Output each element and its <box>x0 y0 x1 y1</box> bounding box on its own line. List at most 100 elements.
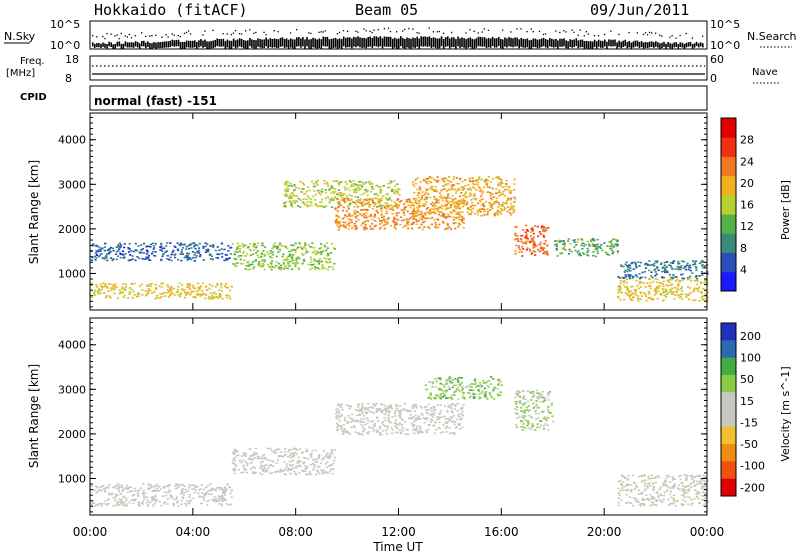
nsky-bar <box>651 41 653 47</box>
power-cell <box>644 267 648 269</box>
power-cell <box>350 221 353 224</box>
nsky-bar <box>669 43 671 49</box>
velocity-cell <box>431 416 434 418</box>
power-cell <box>394 192 397 195</box>
nsky-bar <box>587 41 590 49</box>
power-cell <box>290 250 293 252</box>
velocity-cell <box>218 486 221 489</box>
power-cell <box>411 211 414 213</box>
power-cell <box>102 282 105 285</box>
velocity-cell <box>522 417 525 419</box>
power-cell <box>417 199 420 202</box>
power-cell <box>357 186 360 188</box>
power-cell <box>495 188 498 190</box>
power-cell <box>339 195 342 197</box>
power-cell <box>290 268 294 270</box>
velocity-cell <box>304 473 307 476</box>
power-cell <box>310 204 313 207</box>
velocity-cell <box>537 396 540 398</box>
velocity-cell <box>538 426 541 429</box>
power-cell <box>576 241 579 243</box>
velocity-cell <box>194 486 197 488</box>
velocity-cell <box>652 487 655 489</box>
velocity-cell <box>453 391 456 393</box>
power-cell <box>128 243 131 245</box>
power-cell <box>199 285 202 287</box>
power-cell <box>471 186 474 189</box>
velocity-region-3 <box>424 376 503 400</box>
velocity-cell <box>441 396 444 398</box>
nsky-bar <box>534 38 537 48</box>
power-cell <box>681 273 684 276</box>
power-cell <box>369 190 372 193</box>
velocity-cell <box>393 412 397 415</box>
velocity-cell <box>222 490 225 493</box>
power-cell <box>677 262 680 265</box>
nsky-bar <box>618 40 620 48</box>
velocity-cell <box>415 419 418 422</box>
power-cell <box>271 260 274 262</box>
velocity-cell <box>244 461 247 463</box>
velocity-cell <box>228 486 231 488</box>
power-cell <box>457 207 460 209</box>
power-cell <box>461 189 465 191</box>
velocity-cell <box>401 426 404 429</box>
power-cell <box>629 294 633 296</box>
velocity-cell <box>264 464 267 466</box>
power-cell <box>461 194 465 197</box>
power-cell <box>611 243 614 246</box>
power-cell <box>617 291 620 294</box>
power-cell <box>355 184 358 186</box>
power-cell <box>97 255 100 258</box>
power-cell <box>509 192 512 194</box>
velocity-cell <box>92 502 96 504</box>
power-cell <box>421 195 424 197</box>
power-cell <box>669 284 672 286</box>
velocity-cell <box>221 492 224 495</box>
power-cell <box>348 189 351 192</box>
power-cell <box>563 244 566 246</box>
power-cell <box>539 233 542 235</box>
nsky-bar <box>557 40 559 49</box>
power-cell <box>411 227 414 230</box>
power-cell <box>423 193 426 196</box>
velocity-cell <box>106 504 109 506</box>
nsky-bar <box>153 42 155 48</box>
power-cell <box>162 252 165 255</box>
power-cell <box>105 253 109 255</box>
power-cell <box>220 286 223 289</box>
power-cell <box>436 209 439 212</box>
power-cell <box>567 253 571 255</box>
power-cell <box>696 287 699 290</box>
power-cell <box>413 185 416 188</box>
nsky-bar <box>681 42 684 48</box>
power-cell <box>147 254 151 257</box>
power-cell <box>232 263 235 265</box>
velocity-cell <box>547 394 550 397</box>
power-cell <box>407 227 410 230</box>
power-cell <box>680 286 683 288</box>
velocity-cell <box>386 433 389 435</box>
power-cell <box>437 213 441 216</box>
power-cell <box>192 296 195 298</box>
power-cell <box>433 189 436 191</box>
cpid-panel: CPID normal (fast) -151 <box>20 85 708 111</box>
power-cell <box>622 281 625 283</box>
power-cell <box>405 225 408 227</box>
nsearch-label: N.Search <box>747 30 797 43</box>
nsearch-dot <box>238 33 241 35</box>
power-cell <box>538 231 541 233</box>
power-cell <box>334 188 337 190</box>
nsky-bar <box>657 42 659 48</box>
power-cell <box>348 203 351 206</box>
power-cell <box>616 240 619 243</box>
nsky-bar <box>575 38 578 46</box>
power-cell <box>104 242 107 245</box>
power-cell <box>278 244 281 246</box>
velocity-region-5 <box>617 474 709 507</box>
power-cell <box>328 266 331 268</box>
power-cell <box>693 261 696 264</box>
power-cell <box>611 247 614 249</box>
power-cell <box>95 244 98 247</box>
power-cell <box>300 191 303 193</box>
